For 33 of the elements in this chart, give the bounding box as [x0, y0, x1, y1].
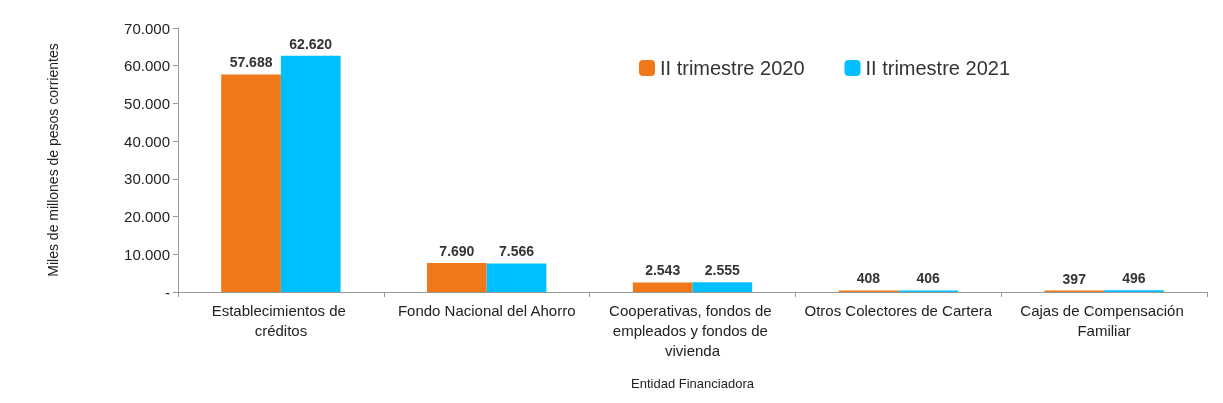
- x-tick-label: Cooperativas, fondos de empleados y fondos de vivienda: [609, 301, 776, 359]
- data-label: 62.620: [289, 35, 333, 52]
- bar: [692, 282, 753, 292]
- data-label: 397: [1062, 270, 1087, 287]
- y-tick-label: 70.000: [124, 19, 170, 37]
- y-tick-label: 20.000: [124, 208, 170, 226]
- bar: [427, 263, 487, 292]
- y-tick-label: 10.000: [124, 245, 170, 263]
- data-label: 7.690: [439, 243, 475, 259]
- bar: [280, 55, 341, 292]
- bar: [632, 282, 693, 292]
- x-tick-label: Otros Colectores de Cartera: [804, 301, 993, 319]
- x-tick-label: Fondo Nacional del Ahorro: [397, 301, 576, 319]
- data-label: 408: [856, 270, 881, 287]
- bar: [221, 74, 281, 292]
- x-axis-title: Entidad Financiadora: [631, 376, 755, 391]
- legend-label: II trimestre 2021: [865, 57, 1011, 79]
- data-label: 2.543: [645, 262, 681, 279]
- data-label: 496: [1122, 270, 1146, 287]
- y-axis-title: Miles de millones de pesos corrientes: [45, 43, 61, 277]
- y-tick-label: 40.000: [124, 132, 170, 150]
- data-label: 7.566: [499, 243, 535, 260]
- y-tick-label: 50.000: [124, 94, 170, 112]
- y-tick-label: -: [165, 283, 170, 301]
- y-tick-label: 60.000: [124, 57, 170, 75]
- data-label: 57.688: [229, 54, 273, 71]
- data-label: 406: [916, 270, 941, 287]
- x-tick-label: Establecimientos de créditos: [211, 301, 351, 339]
- legend-label: II trimestre 2020: [660, 57, 805, 79]
- bar: [486, 263, 547, 292]
- y-tick-label: 30.000: [124, 170, 170, 188]
- x-tick-label: Cajas de Compensación Familiar: [1020, 301, 1188, 339]
- data-label: 2.555: [704, 262, 741, 279]
